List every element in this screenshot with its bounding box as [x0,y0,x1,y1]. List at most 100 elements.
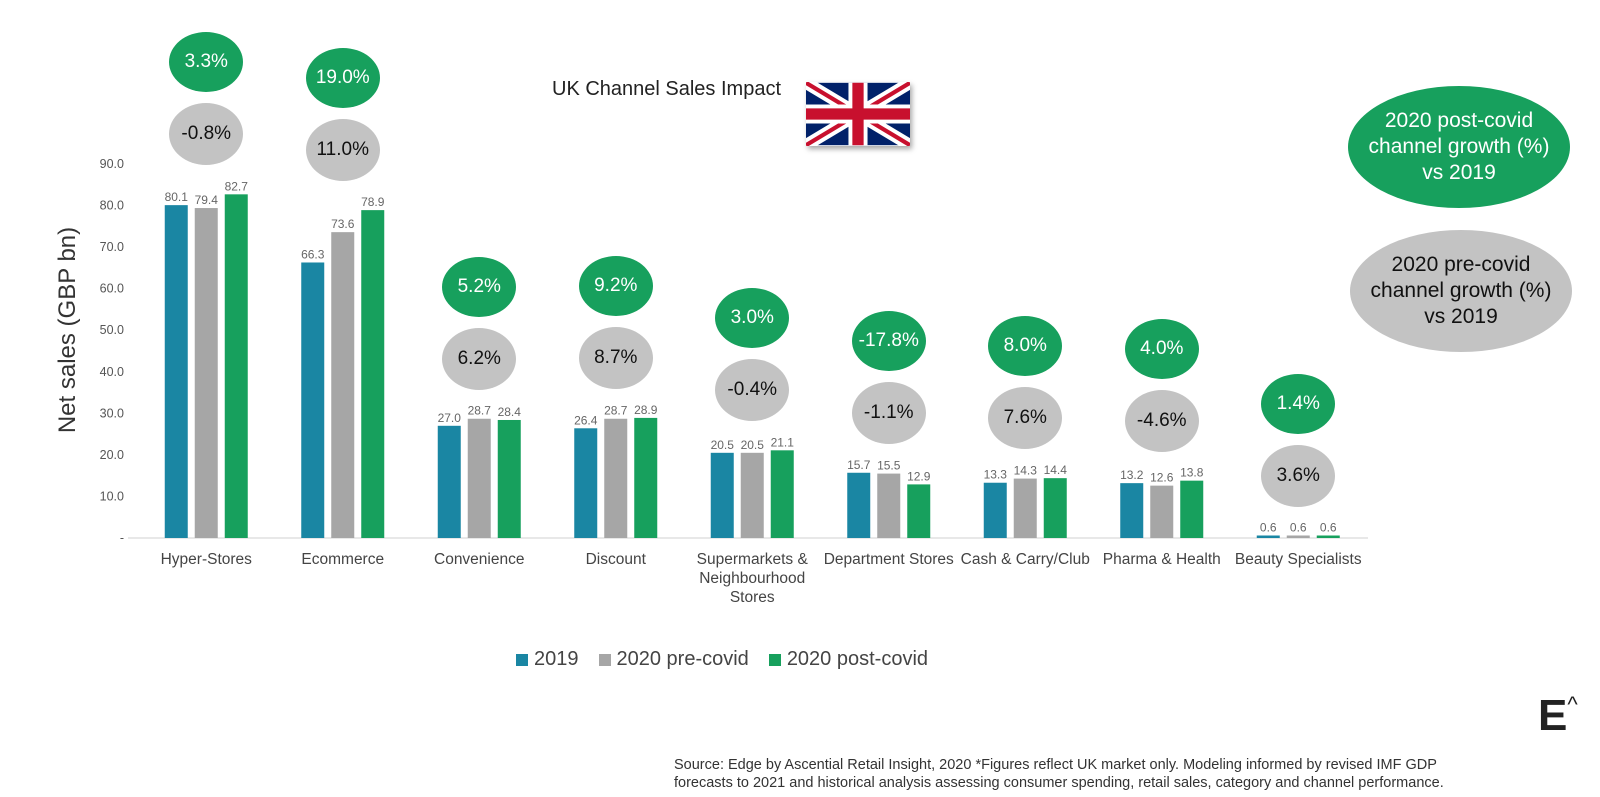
y-axis-label: Net sales (GBP bn) [54,226,81,434]
bar-2020-post-covid [361,210,385,539]
pre-covid-growth-bubble: -4.6% [1124,389,1199,452]
pre-covid-growth-bubble: 3.6% [1261,444,1336,507]
category-label: Stores [730,589,775,606]
bar-2019 [574,428,598,538]
post-covid-growth-bubble: 8.0% [988,316,1063,377]
legend-swatch [768,653,781,666]
data-label: 66.3 [301,247,325,261]
data-label: 82.7 [225,179,249,193]
category-label: Beauty Specialists [1235,551,1362,568]
post-covid-growth-bubble: 5.2% [442,256,517,317]
data-label: 0.6 [1320,521,1337,535]
category-label: Supermarkets & [697,551,809,568]
uk-flag-icon [806,82,910,146]
y-tick-label: 40.0 [100,365,124,379]
legend-bubble-pre-covid: 2020 pre-covid channel growth (%) vs 201… [1350,230,1572,352]
bar-2019 [301,262,325,538]
legend-bubble-line: vs 2019 [1424,305,1498,329]
data-label: 80.1 [165,190,189,204]
bar-2020-pre-covid [740,452,764,538]
bar-2020-post-covid [497,419,521,538]
data-label: 13.8 [1180,466,1204,480]
post-covid-growth-bubble: 3.3% [169,32,244,93]
legend-bubble-line: 2020 pre-covid [1391,252,1531,276]
bar-2020-pre-covid [1013,478,1037,538]
post-covid-growth-bubble: 1.4% [1261,373,1336,434]
bar-2019 [710,452,734,538]
pre-covid-growth-bubble: 7.6% [988,387,1063,450]
data-label: 0.6 [1260,521,1277,535]
source-line: forecasts to 2021 and historical analysi… [674,775,1444,791]
category-label: Cash & Carry/Club [961,551,1090,568]
legend-bubble-line: channel growth (%) [1368,134,1550,158]
bar-2020-post-covid [224,194,248,538]
y-tick-label: 50.0 [100,323,124,337]
y-tick-label: - [120,531,124,545]
bar-2020-post-covid [634,417,658,538]
source-line: Source: Edge by Ascential Retail Insight… [674,757,1437,773]
bar-2019 [1120,483,1144,538]
category-label: Ecommerce [301,551,384,568]
pre-covid-growth-bubble: 11.0% [305,119,380,182]
logo-caret: ^ [1567,692,1578,717]
legend-label: 2019 [534,648,579,670]
legend-label: 2020 pre-covid [616,648,749,670]
legend-item-2020-post-covid: 2020 post-covid [768,648,929,671]
y-tick-label: 20.0 [100,448,124,462]
category-label: Department Stores [824,551,954,568]
data-label: 28.7 [604,404,628,418]
y-tick-label: 70.0 [100,240,124,254]
data-label: 78.9 [361,195,385,209]
pre-covid-growth-bubble: -0.8% [169,103,244,166]
legend-item-2020-pre-covid: 2020 pre-covid [598,648,749,671]
data-label: 15.5 [877,459,901,473]
bar-2020-pre-covid [467,418,491,538]
y-tick-label: 10.0 [100,489,124,503]
data-label: 21.1 [771,435,795,449]
pre-covid-growth-bubble: -1.1% [851,381,926,444]
post-covid-growth-bubble: 19.0% [305,48,380,109]
bar-2020-post-covid [1316,535,1340,538]
source-note: Source: Edge by Ascential Retail Insight… [674,756,1574,792]
data-label: 20.5 [711,438,735,452]
data-label: 27.0 [438,411,462,425]
legend-item-2019: 2019 [516,648,579,671]
data-label: 15.7 [847,458,871,472]
bar-2019 [437,425,461,538]
bar-2020-post-covid [907,484,931,538]
data-label: 28.9 [634,403,658,417]
pre-covid-growth-bubble: 8.7% [578,326,653,389]
post-covid-growth-bubble: 3.0% [715,288,790,349]
category-label: Convenience [434,551,524,568]
legend-swatch [516,653,528,666]
data-label: 0.6 [1290,521,1307,535]
legend-bubble-post-covid: 2020 post-covid channel growth (%) vs 20… [1348,86,1570,208]
legend-bubble-line: vs 2019 [1422,161,1496,185]
bar-2020-pre-covid [1286,535,1310,538]
data-label: 13.3 [984,468,1008,482]
pre-covid-growth-bubble: 6.2% [442,327,517,390]
post-covid-growth-bubble: 4.0% [1124,318,1199,379]
logo-letter: E [1538,691,1568,740]
bar-2019 [983,482,1007,538]
y-tick-label: 60.0 [100,282,124,296]
data-label: 12.6 [1150,471,1174,485]
data-label: 14.4 [1044,463,1068,477]
y-tick-label: 30.0 [100,406,124,420]
bar-2020-pre-covid [331,232,355,538]
data-label: 79.4 [195,193,219,207]
data-label: 20.5 [741,438,765,452]
bar-2020-pre-covid [604,418,628,538]
data-label: 28.7 [468,404,492,418]
bar-2020-pre-covid [1150,485,1174,538]
post-covid-growth-bubble: -17.8% [851,310,926,371]
legend-bubble-line: channel growth (%) [1370,278,1552,302]
data-label: 14.3 [1014,464,1038,478]
data-label: 26.4 [574,413,598,427]
legend-bubble-line: 2020 post-covid [1384,108,1534,132]
edge-logo: E^ [1538,694,1578,738]
legend-label: 2020 post-covid [786,648,929,670]
category-label: Discount [586,551,647,568]
category-label: Neighbourhood [699,570,805,587]
